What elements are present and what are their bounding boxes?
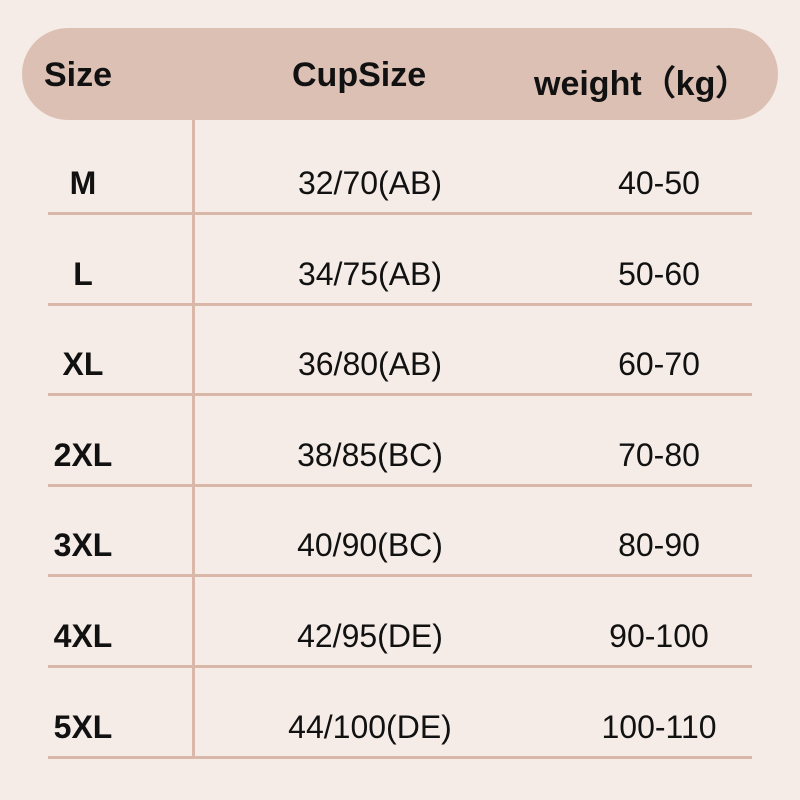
row-divider — [48, 483, 752, 487]
row-cup-size: 36/80(AB) — [297, 346, 443, 383]
row-size: L — [73, 255, 93, 292]
row-divider — [48, 574, 752, 578]
row-cup-size: 40/90(BC) — [297, 527, 443, 564]
row-cup-size: 32/70(AB) — [297, 165, 443, 201]
row-divider — [48, 212, 752, 215]
column-divider — [192, 120, 195, 757]
row-size: XL — [62, 346, 104, 383]
row-divider — [48, 302, 752, 306]
row-weight: 50-60 — [618, 255, 700, 292]
row-size: 2XL — [53, 436, 113, 473]
row-cup-size: 38/85(BC) — [297, 436, 443, 473]
row-weight: 100-110 — [601, 708, 717, 745]
row-size: 3XL — [53, 527, 113, 564]
row-weight: 80-90 — [618, 527, 700, 564]
table-header — [22, 28, 778, 120]
header-weight: weight（kg） — [534, 65, 750, 103]
row-cup-size: 44/100(DE) — [288, 708, 452, 745]
row-weight: 90-100 — [609, 618, 709, 654]
row-size: 4XL — [53, 618, 113, 654]
row-size: 5XL — [53, 708, 113, 745]
row-weight: 70-80 — [618, 436, 700, 473]
row-size: M — [69, 165, 97, 201]
row-weight: 40-50 — [618, 165, 700, 201]
header-cup-size: CupSize — [292, 56, 427, 94]
row-divider — [48, 755, 752, 759]
row-divider — [48, 665, 752, 668]
row-weight: 60-70 — [618, 346, 700, 383]
row-cup-size: 42/95(DE) — [297, 618, 443, 654]
row-cup-size: 34/75(AB) — [297, 255, 443, 292]
header-size: Size — [44, 56, 113, 94]
row-divider — [48, 393, 752, 397]
